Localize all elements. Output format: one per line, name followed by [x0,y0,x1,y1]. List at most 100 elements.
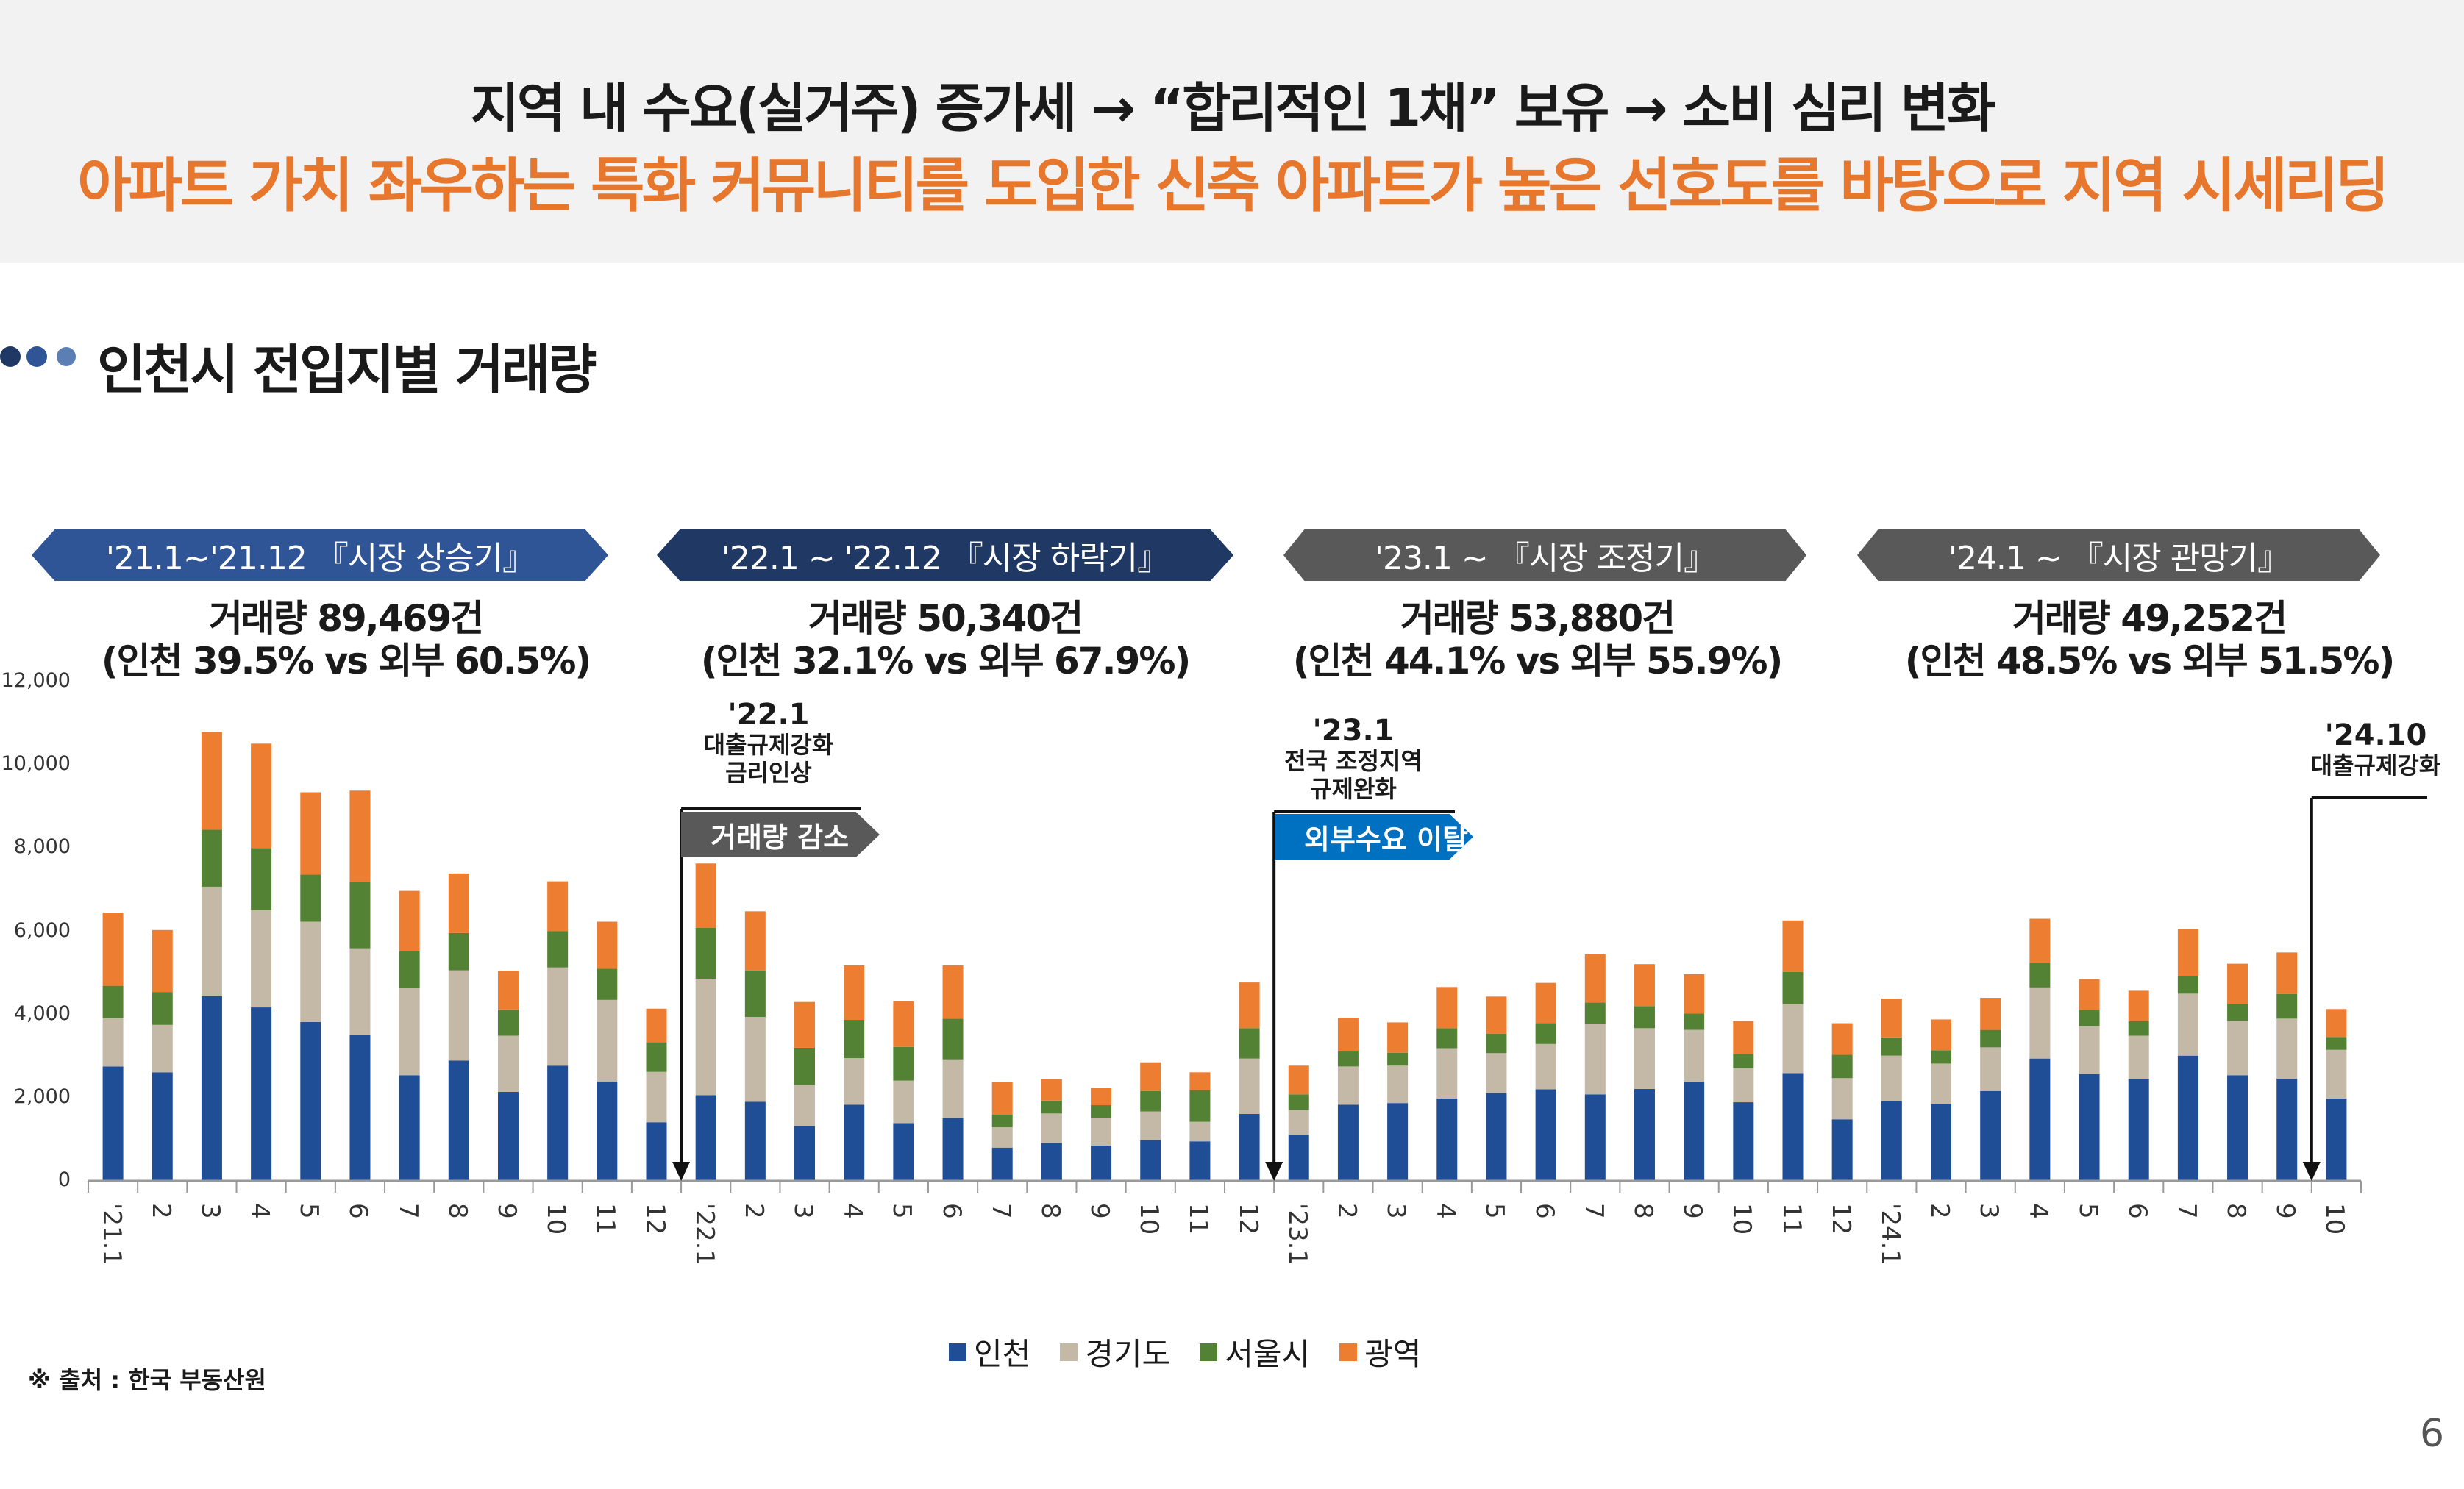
bar-segment-2 [1684,1013,1705,1030]
bar-segment-0 [1041,1143,1062,1181]
bar-segment-3 [2128,990,2149,1021]
page-number: 6 [2420,1412,2445,1456]
bar-segment-3 [300,792,321,875]
x-tick-label: 8 [1628,1203,1658,1219]
bar-segment-1 [1584,1024,1606,1095]
period-volume: 거래량 50,340건 [808,597,1083,640]
three-dots-bullet-icon [0,346,76,367]
legend-item-seoul: 서울시 [1200,1329,1310,1374]
bar-segment-1 [1041,1113,1062,1143]
bar-segment-2 [1486,1033,1507,1054]
bar-segment-0 [102,1066,124,1181]
x-tick-label: 2 [1331,1203,1361,1219]
x-tick-label: '23.1 [1282,1203,1312,1266]
bar-segment-3 [2029,918,2051,963]
x-tick-label: 7 [393,1203,423,1219]
bar-segment-1 [201,886,222,996]
annotation-date: '24.10 [2324,718,2427,752]
bar-segment-0 [991,1147,1013,1181]
x-tick-label: 10 [2320,1203,2350,1235]
bar-segment-0 [547,1065,569,1181]
bar-segment-0 [1881,1101,1902,1181]
bar-segment-3 [597,921,618,969]
bar-segment-3 [349,790,371,882]
annotation-line: 대출규제강화 [703,731,834,759]
bar-segment-3 [1288,1065,1309,1095]
bar-segment-0 [1684,1082,1705,1181]
period-share: (인천 39.5% vs 외부 60.5%) [101,640,592,682]
x-tick-label: 6 [936,1203,966,1219]
annotation-2023-01: '23.1 전국 조정지역 규제완화 [1250,715,1456,803]
annotation-line: 금리인상 [725,759,812,787]
x-tick-label: 5 [294,1203,324,1219]
period-volume: 거래량 53,880건 [1400,597,1676,640]
bar-segment-3 [844,965,865,1021]
bar-segment-0 [1831,1119,1853,1181]
y-tick-label: 4,000 [13,1001,71,1025]
bar-segment-1 [794,1085,816,1126]
bar-segment-1 [991,1127,1013,1148]
bar-segment-2 [2227,1004,2248,1021]
bar-segment-1 [1387,1065,1409,1104]
bar-segment-0 [2128,1079,2149,1181]
x-tick-label: 11 [1183,1203,1214,1235]
bar-segment-3 [1091,1088,1112,1106]
x-tick-label: 4 [2023,1203,2054,1219]
bar-segment-2 [2177,976,2198,994]
bar-segment-3 [1634,964,1655,1007]
bar-segment-2 [646,1042,667,1072]
x-tick-label: 10 [1134,1203,1164,1235]
bar-segment-1 [1091,1117,1112,1146]
bar-segment-2 [2029,963,2051,988]
bar-segment-2 [1288,1094,1309,1110]
bar-segment-3 [201,732,222,830]
bar-segment-0 [2227,1075,2248,1181]
x-tick-label: 3 [1381,1203,1411,1219]
x-tick-label: 9 [1678,1203,1708,1219]
bar-segment-0 [1980,1090,2001,1181]
bar-segment-3 [2326,1009,2347,1038]
bar-segment-2 [1387,1052,1409,1066]
x-tick-label: 4 [245,1203,275,1219]
tag-external-demand-exit: 외부수요 이탈 [1275,814,1473,860]
x-tick-label: 4 [838,1203,868,1219]
bar-segment-2 [597,968,618,1000]
legend-item-gyeonggi: 경기도 [1060,1329,1170,1374]
legend-swatch [1339,1343,1358,1361]
annotation-date: '23.1 [1312,714,1395,748]
bar-segment-1 [2079,1026,2100,1074]
bar-segment-3 [547,881,569,932]
bar-segment-3 [744,911,766,971]
period-summary-2022: 거래량 50,340건 (인천 32.1% vs 외부 67.9%) [688,597,1203,682]
x-tick-label: 2 [738,1203,769,1219]
bar-segment-3 [497,971,519,1010]
bar-segment-2 [1733,1054,1754,1068]
bar-segment-3 [1535,982,1556,1024]
bar-segment-1 [1436,1048,1458,1099]
bar-segment-0 [251,1007,272,1181]
bar-segment-2 [1634,1006,1655,1029]
bar-segment-1 [695,979,716,1096]
bar-segment-2 [349,882,371,949]
x-tick-label: '22.1 [689,1203,719,1266]
source-note: ※ 출처 : 한국 부동산원 [28,1366,266,1394]
bar-segment-0 [1535,1089,1556,1181]
bar-segment-2 [201,829,222,887]
bar-segment-3 [1831,1023,1853,1055]
bar-segment-3 [1733,1021,1754,1054]
x-tick-label: 7 [2171,1203,2201,1219]
annotation-date: '22.1 [727,698,810,732]
bar-segment-0 [844,1104,865,1181]
bar-segment-0 [2029,1058,2051,1181]
bar-segment-1 [1931,1063,1952,1104]
bar-segment-2 [152,992,173,1025]
period-banner-2022: '22.1 ~ '22.12 『시장 하락기』 [657,529,1233,581]
bar-segment-0 [1733,1102,1754,1181]
bar-segment-0 [1140,1140,1161,1181]
x-tick-label: 9 [491,1203,521,1219]
bar-segment-0 [201,996,222,1181]
bar-segment-0 [497,1091,519,1181]
bar-segment-1 [497,1035,519,1092]
y-tick-label: 2,000 [13,1085,71,1108]
arrow-down-icon [672,1162,691,1181]
